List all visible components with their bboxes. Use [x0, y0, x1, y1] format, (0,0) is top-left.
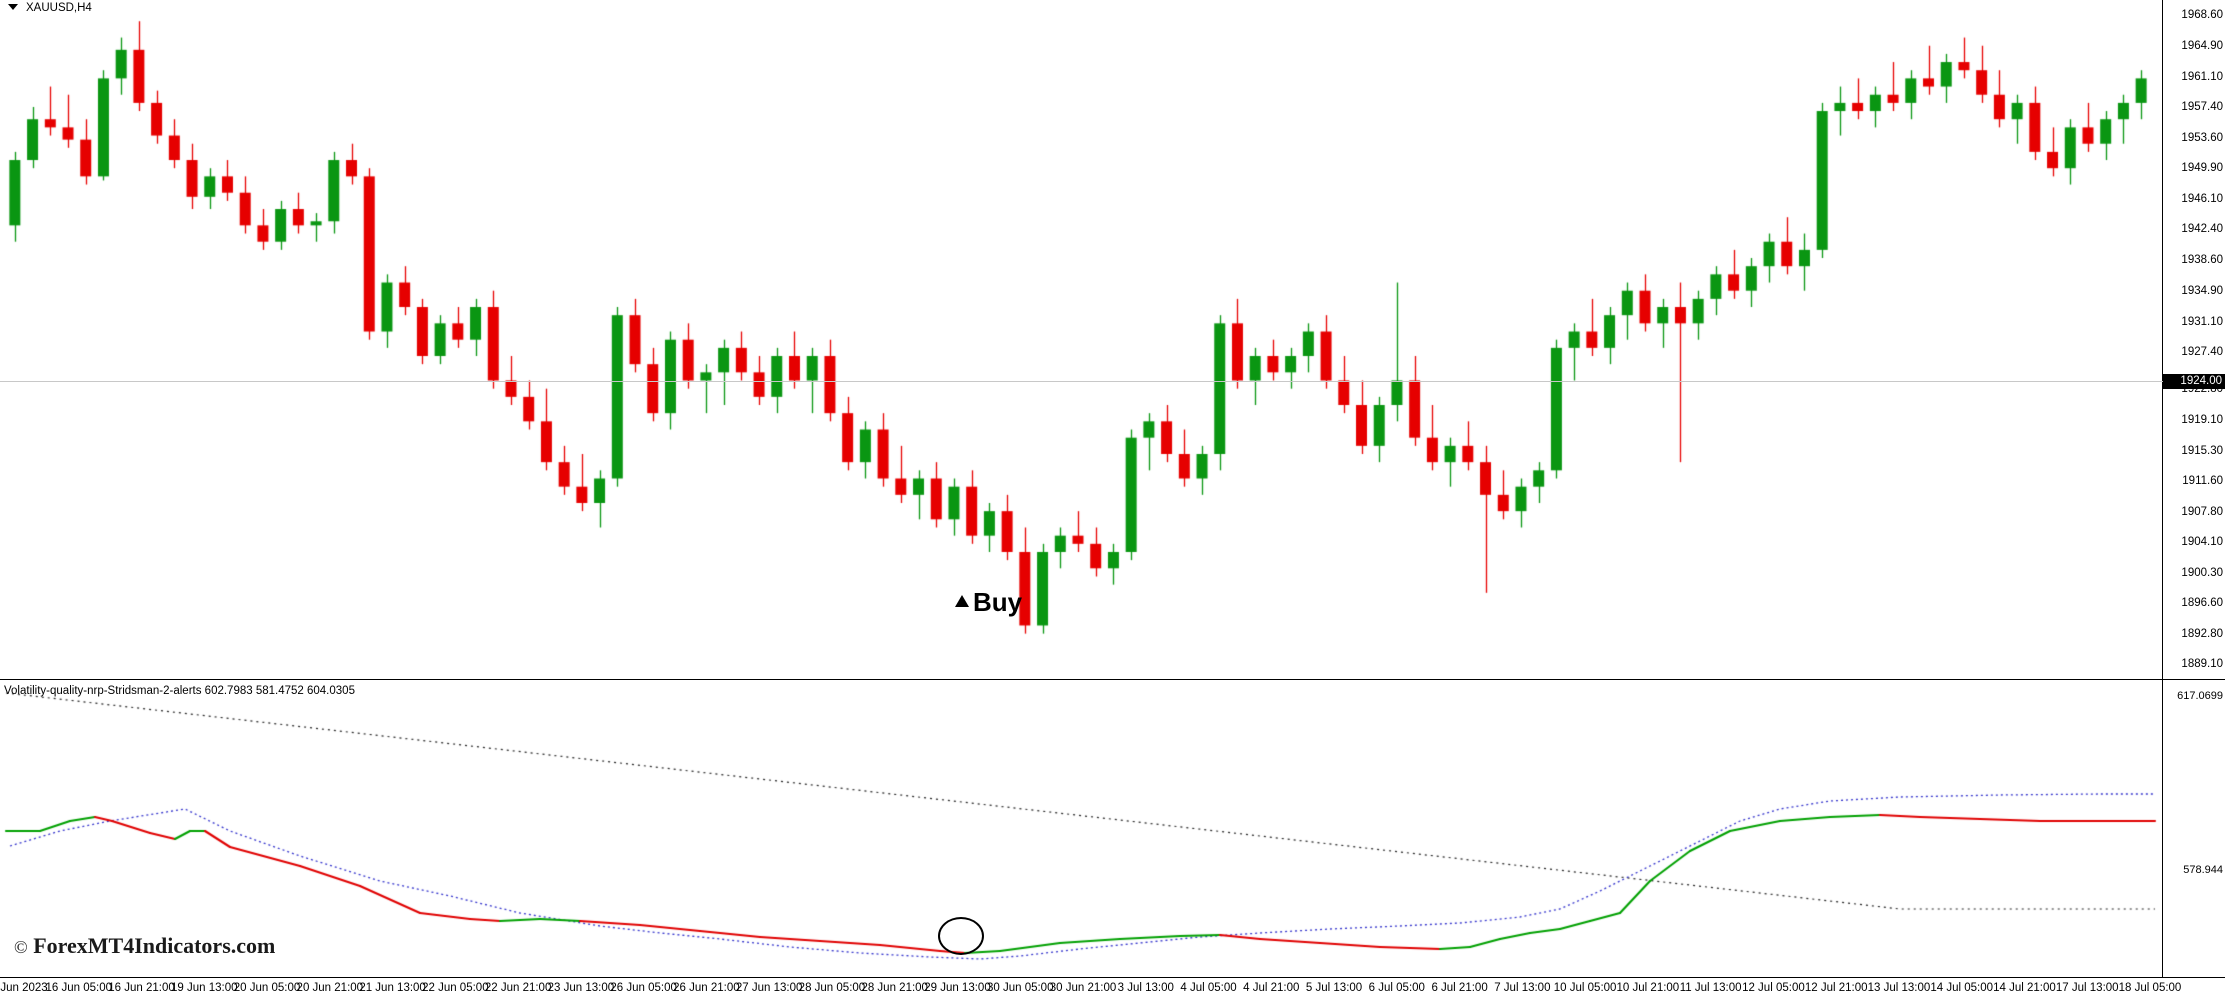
price-axis-tick: 1964.90 [2181, 39, 2223, 52]
time-axis-tick: 6 Jul 21:00 [1431, 982, 1488, 994]
time-axis-tick: 5 Jul 13:00 [1305, 982, 1363, 994]
price-axis[interactable]: 1968.60 1964.90 1961.10 1957.40 1953.60 1949.… [2162, 0, 2225, 681]
time-axis-tick: 4 Jul 05:00 [1180, 982, 1237, 994]
time-axis-tick: 28 Jun 05:00 [798, 982, 866, 994]
symbol-dropdown-arrow-icon[interactable] [8, 4, 18, 10]
time-axis-tick: 19 Jun 13:00 [171, 982, 238, 994]
price-pane: XAUUSD,H4 Buy 1968.60 1964.90 1961.10 1957.… [0, 0, 2225, 681]
time-axis-tick: 15 Jun 2023 [0, 982, 48, 994]
time-axis-tick: 12 Jul 05:00 [1742, 982, 1805, 994]
watermark-text: ForexMT4Indicators.com [33, 933, 276, 958]
price-axis-tick: 1931.10 [2181, 315, 2223, 328]
copyright-symbol: © [14, 937, 28, 957]
current-price-badge: 1924.00 [2163, 373, 2225, 389]
time-axis-tick: 26 Jun 05:00 [610, 982, 677, 994]
time-axis-tick: 29 Jun 13:00 [924, 982, 991, 994]
price-axis-tick: 1942.40 [2181, 223, 2223, 236]
price-axis-tick: 1911.60 [2182, 474, 2223, 487]
indicator-axis[interactable]: 617.0699 578.944 [2162, 681, 2225, 977]
chart-symbol-label: XAUUSD,H4 [26, 2, 92, 14]
current-price-line [0, 380, 2163, 382]
time-axis-tick: 30 Jun 21:00 [1049, 982, 1117, 994]
time-axis-tick: 13 Jul 13:00 [1867, 982, 1931, 994]
time-axis-tick: 16 Jun 05:00 [45, 982, 113, 994]
price-axis-tick: 1949.90 [2181, 162, 2223, 175]
price-axis-tick: 1896.60 [2181, 597, 2223, 610]
time-axis-tick: 28 Jun 21:00 [861, 982, 928, 994]
time-axis-tick: 4 Jul 21:00 [1243, 982, 1300, 994]
indicator-title-label: Volatility-quality-nrp-Stridsman-2-alert… [4, 685, 355, 697]
time-axis-tick: 14 Jul 05:00 [1930, 982, 1994, 994]
buy-arrow-icon [955, 595, 969, 607]
price-axis-tick: 1904.10 [2181, 536, 2223, 548]
time-axis-tick: 21 Jun 13:00 [359, 982, 426, 994]
pane-divider-top [0, 679, 2225, 680]
signal-highlight-circle [938, 917, 984, 955]
time-axis-tick: 22 Jun 21:00 [484, 982, 552, 994]
price-axis-tick: 1957.40 [2181, 100, 2223, 113]
time-axis-tick: 17 Jul 13:00 [2055, 982, 2119, 994]
time-axis-tick: 14 Jul 21:00 [1993, 982, 2056, 994]
price-axis-tick: 1946.10 [2181, 193, 2223, 206]
price-axis-tick: 1953.60 [2181, 131, 2223, 144]
time-axis-tick: 10 Jul 05:00 [1553, 982, 1617, 994]
indicator-canvas [0, 681, 2163, 977]
price-axis-tick: 1907.80 [2181, 505, 2223, 518]
time-axis-tick: 20 Jun 05:00 [233, 982, 301, 994]
price-axis-tick: 1968.60 [2181, 9, 2223, 22]
time-axis-tick: 6 Jul 05:00 [1368, 982, 1425, 994]
price-axis-tick: 1892.80 [2181, 628, 2223, 641]
price-canvas [0, 0, 2163, 681]
time-axis-tick: 16 Jun 21:00 [108, 982, 175, 994]
indicator-axis-tick: 578.944 [2183, 864, 2223, 876]
indicator-pane: Volatility-quality-nrp-Stridsman-2-alert… [0, 681, 2225, 977]
price-axis-tick: 1927.40 [2181, 345, 2223, 358]
time-axis-tick: 10 Jul 21:00 [1616, 982, 1680, 994]
watermark: © ForexMT4Indicators.com [14, 933, 275, 959]
time-axis-tick: 11 Jul 13:00 [1679, 982, 1742, 994]
price-axis-tick: 1961.10 [2181, 70, 2223, 83]
time-axis-tick: 12 Jul 21:00 [1804, 982, 1868, 994]
time-axis-tick: 27 Jun 13:00 [735, 982, 803, 994]
price-axis-tick: 1915.30 [2181, 444, 2223, 457]
time-axis-tick: 22 Jun 05:00 [422, 982, 489, 994]
price-axis-tick: 1900.30 [2181, 567, 2223, 580]
buy-signal-label: Buy [973, 587, 1023, 617]
time-axis-tick: 7 Jul 13:00 [1494, 982, 1551, 994]
time-axis-tick: 26 Jun 21:00 [673, 982, 740, 994]
time-axis-tick: 3 Jul 13:00 [1117, 982, 1174, 994]
price-axis-tick: 1889.10 [2181, 658, 2223, 671]
price-axis-tick: 1919.10 [2181, 413, 2223, 426]
price-axis-tick: 1938.60 [2181, 254, 2223, 267]
price-axis-tick: 1922.80 [2181, 383, 2223, 396]
time-axis-tick: 20 Jun 21:00 [296, 982, 364, 994]
time-axis-tick: 23 Jun 13:00 [547, 982, 615, 994]
time-axis-tick: 18 Jul 05:00 [2118, 982, 2182, 994]
indicator-axis-tick: 617.0699 [2177, 690, 2223, 702]
time-axis-tick: 30 Jun 05:00 [986, 982, 1054, 994]
price-axis-tick: 1934.90 [2181, 284, 2223, 297]
